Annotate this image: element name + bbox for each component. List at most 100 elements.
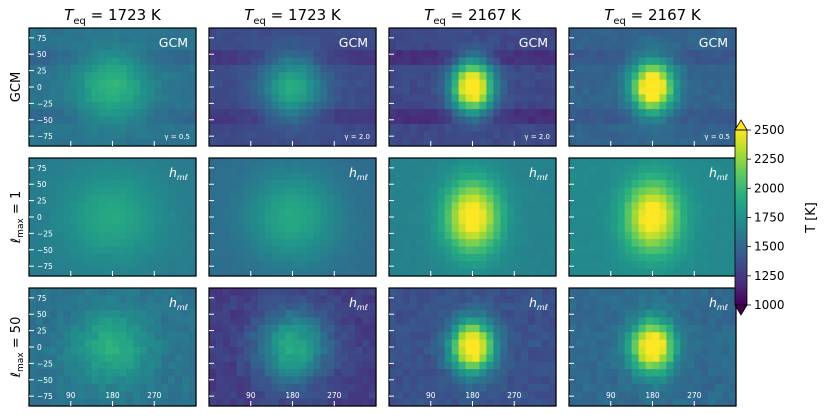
heatmap-cell xyxy=(35,42,44,51)
heatmap-cell xyxy=(278,391,287,400)
heatmap-cell xyxy=(624,398,633,407)
heatmap-cell xyxy=(451,202,460,211)
heatmap-cell xyxy=(402,180,411,189)
heatmap-cell xyxy=(29,131,37,140)
heatmap-cell xyxy=(416,194,425,203)
heatmap-cell xyxy=(140,35,148,44)
heatmap-cell xyxy=(147,94,155,103)
heatmap-cell xyxy=(582,339,591,348)
heatmap-cell xyxy=(348,224,356,233)
heatmap-cell xyxy=(29,202,37,211)
heatmap-cell xyxy=(98,209,107,218)
heatmap-cell xyxy=(147,224,155,233)
heatmap-cell xyxy=(182,253,190,262)
heatmap-cell xyxy=(687,187,695,196)
heatmap-cell xyxy=(610,246,619,255)
heatmap-cell xyxy=(222,28,231,36)
heatmap-cell xyxy=(313,202,321,211)
heatmap-cell xyxy=(222,172,231,181)
heatmap-cell xyxy=(175,383,183,392)
heatmap-cell xyxy=(29,217,37,225)
y-tick-label: 50 xyxy=(37,50,47,59)
heatmap-cell xyxy=(617,253,626,262)
heatmap-cell xyxy=(229,376,238,385)
heatmap-cell xyxy=(500,79,508,88)
heatmap-cell xyxy=(168,239,176,248)
heatmap-cell xyxy=(500,87,508,95)
heatmap-cell xyxy=(285,165,294,174)
heatmap-cell xyxy=(313,194,321,203)
heatmap-cell xyxy=(341,268,349,277)
heatmap-cell xyxy=(147,295,155,304)
heatmap-cell xyxy=(341,361,349,370)
heatmap-cell xyxy=(299,361,308,370)
heatmap-cell xyxy=(603,123,612,132)
heatmap-cell xyxy=(63,123,72,132)
heatmap-cell xyxy=(666,317,674,326)
heatmap-cell xyxy=(582,109,591,118)
heatmap-cell xyxy=(465,391,474,400)
heatmap-cell xyxy=(465,369,474,378)
heatmap-cell xyxy=(715,64,723,73)
heatmap-cell xyxy=(631,64,640,73)
heatmap-cell xyxy=(77,180,86,189)
heatmap-cell xyxy=(98,295,107,304)
heatmap-cell xyxy=(389,347,397,355)
heatmap-cell xyxy=(140,87,148,95)
heatmap-cell xyxy=(112,347,121,355)
heatmap-cell xyxy=(70,217,79,225)
heatmap-cell xyxy=(84,202,93,211)
heatmap-cell xyxy=(569,288,577,296)
heatmap-cell xyxy=(133,369,141,378)
heatmap-cell xyxy=(624,165,633,174)
heatmap-cell xyxy=(673,398,681,407)
heatmap-cell xyxy=(535,202,543,211)
heatmap-cell xyxy=(708,187,716,196)
heatmap-cell xyxy=(701,94,709,103)
heatmap-cell xyxy=(105,72,114,81)
heatmap-cell xyxy=(409,268,418,277)
heatmap-cell xyxy=(306,383,314,392)
heatmap-cell xyxy=(320,50,328,59)
heatmap-cell xyxy=(341,317,349,326)
heatmap-cell xyxy=(77,324,86,333)
heatmap-cell xyxy=(334,288,342,296)
heatmap-cell xyxy=(652,101,661,110)
heatmap-cell xyxy=(278,398,287,407)
heatmap-cell xyxy=(105,79,114,88)
heatmap-cell xyxy=(257,310,266,319)
heatmap-cell xyxy=(133,209,141,218)
heatmap-cell xyxy=(154,383,162,392)
heatmap-cell xyxy=(91,87,100,95)
heatmap-cell xyxy=(147,194,155,203)
heatmap-cell xyxy=(645,295,654,304)
heatmap-cell xyxy=(222,268,231,277)
heatmap-cell xyxy=(29,347,37,355)
heatmap-cell xyxy=(105,369,114,378)
heatmap-cell xyxy=(486,224,494,233)
heatmap-cell xyxy=(409,194,418,203)
heatmap-cell xyxy=(355,339,363,348)
heatmap-cell xyxy=(472,369,481,378)
heatmap-cell xyxy=(161,172,169,181)
heatmap-cell xyxy=(42,101,51,110)
heatmap-cell xyxy=(666,310,674,319)
heatmap-cell xyxy=(334,383,342,392)
heatmap-cell xyxy=(666,231,674,240)
heatmap-cell xyxy=(292,109,301,118)
heatmap-cell xyxy=(617,79,626,88)
heatmap-cell xyxy=(98,28,107,36)
heatmap-cell xyxy=(535,376,543,385)
heatmap-cell xyxy=(215,57,224,66)
heatmap-cell xyxy=(652,202,661,211)
heatmap-cell xyxy=(631,42,640,51)
heatmap-cell xyxy=(250,209,259,218)
heatmap-cell xyxy=(638,339,647,348)
heatmap-cell xyxy=(140,109,148,118)
heatmap-cell xyxy=(147,268,155,277)
heatmap-cell xyxy=(334,261,342,270)
heatmap-cell xyxy=(285,79,294,88)
heatmap-cell xyxy=(91,79,100,88)
heatmap-cell xyxy=(369,253,377,262)
heatmap-cell xyxy=(430,217,439,225)
